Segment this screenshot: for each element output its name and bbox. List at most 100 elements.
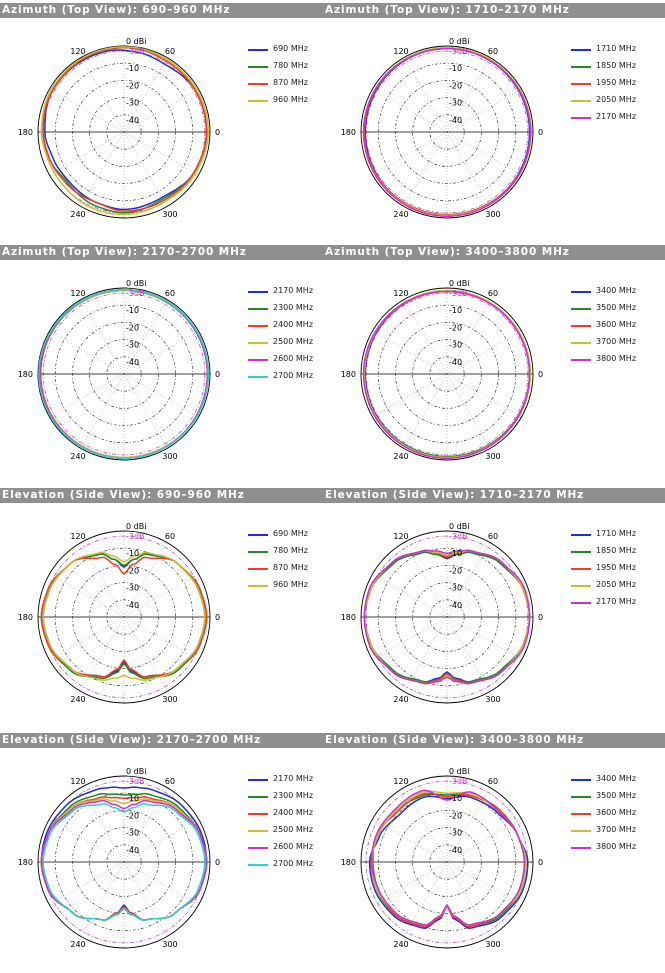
scale-label: -40 bbox=[449, 116, 462, 125]
legend-label: 3500 MHz bbox=[596, 791, 637, 800]
legend-label: 2500 MHz bbox=[273, 825, 314, 834]
grid-spoke bbox=[446, 616, 491, 692]
angle-label: 180 bbox=[341, 370, 356, 379]
series-line bbox=[42, 551, 206, 682]
legend-label: 2300 MHz bbox=[273, 303, 314, 312]
legend-label: 2700 MHz bbox=[273, 371, 314, 380]
chart-panel: Azimuth (Top View): 2170–2700 MHz -3dB 0 d… bbox=[0, 245, 330, 485]
legend-swatch bbox=[571, 779, 591, 781]
grid-spoke bbox=[123, 616, 168, 692]
grid-spoke bbox=[446, 373, 491, 449]
grid-spoke bbox=[403, 787, 448, 863]
legend-swatch bbox=[571, 49, 591, 51]
legend-label: 1710 MHz bbox=[596, 44, 637, 53]
grid-spoke bbox=[80, 542, 125, 618]
grid-spoke bbox=[123, 57, 168, 133]
grid-spoke bbox=[123, 616, 199, 661]
angle-label: 240 bbox=[70, 695, 85, 704]
grid-spoke bbox=[372, 88, 448, 133]
scale-label: -40 bbox=[126, 116, 139, 125]
legend-label: 870 MHz bbox=[273, 563, 308, 572]
legend-swatch bbox=[571, 830, 591, 832]
grid-spoke bbox=[123, 542, 168, 618]
grid-spoke bbox=[80, 861, 125, 937]
grid-spoke bbox=[123, 818, 199, 863]
scale-label: 0 dBi bbox=[126, 522, 146, 531]
legend-swatch bbox=[248, 551, 268, 553]
scale-label: -10 bbox=[449, 549, 462, 558]
scale-label: -30 bbox=[449, 99, 462, 108]
legend-swatch bbox=[248, 291, 268, 293]
legend-label: 2170 MHz bbox=[273, 774, 314, 783]
grid-spoke bbox=[123, 88, 199, 133]
legend-swatch bbox=[571, 534, 591, 536]
scale-label: -10 bbox=[126, 64, 139, 73]
scale-label: -40 bbox=[126, 846, 139, 855]
legend-label: 2500 MHz bbox=[273, 337, 314, 346]
legend-swatch bbox=[571, 100, 591, 102]
chart-panel: Elevation (Side View): 690–960 MHz -3dB 0 … bbox=[0, 488, 330, 728]
grid-spoke bbox=[49, 131, 125, 176]
angle-label: 0 bbox=[215, 858, 220, 867]
grid-spoke bbox=[49, 818, 125, 863]
chart-panel: Azimuth (Top View): 3400–3800 MHz -3dB 0 d… bbox=[323, 245, 665, 485]
legend-swatch bbox=[571, 117, 591, 119]
legend-label: 1850 MHz bbox=[596, 546, 637, 555]
grid-spoke bbox=[123, 373, 199, 418]
grid-spoke bbox=[403, 616, 448, 692]
legend-label: 2300 MHz bbox=[273, 791, 314, 800]
legend-label: 2050 MHz bbox=[596, 580, 637, 589]
grid-spoke bbox=[446, 787, 491, 863]
angle-label: 300 bbox=[162, 695, 177, 704]
legend-label: 3600 MHz bbox=[596, 320, 637, 329]
legend-swatch bbox=[248, 864, 268, 866]
scale-label: -3dB bbox=[449, 532, 468, 541]
angle-label: 240 bbox=[393, 940, 408, 949]
legend-swatch bbox=[571, 83, 591, 85]
scale-label: -10 bbox=[126, 549, 139, 558]
grid-spoke bbox=[446, 542, 491, 618]
angle-label: 60 bbox=[488, 47, 498, 56]
grid-spoke bbox=[446, 861, 522, 906]
legend-swatch bbox=[571, 308, 591, 310]
legend-label: 3700 MHz bbox=[596, 337, 637, 346]
chart-title: Azimuth (Top View): 1710–2170 MHz bbox=[323, 3, 665, 18]
grid-spoke bbox=[49, 88, 125, 133]
grid-spoke bbox=[403, 861, 448, 937]
legend-label: 2050 MHz bbox=[596, 95, 637, 104]
legend-swatch bbox=[571, 551, 591, 553]
scale-label: -3dB bbox=[126, 289, 145, 298]
legend-label: 2600 MHz bbox=[273, 354, 314, 363]
angle-label: 0 bbox=[538, 858, 543, 867]
angle-label: 180 bbox=[18, 613, 33, 622]
chart-panel: Azimuth (Top View): 690–960 MHz -3dB 0 dBi… bbox=[0, 3, 330, 243]
grid-spoke bbox=[49, 373, 125, 418]
chart-panel: Elevation (Side View): 3400–3800 MHz -3dB… bbox=[323, 733, 665, 973]
angle-label: 180 bbox=[341, 128, 356, 137]
angle-label: 300 bbox=[485, 695, 500, 704]
angle-label: 0 bbox=[215, 370, 220, 379]
grid-spoke bbox=[123, 330, 199, 375]
chart-title: Azimuth (Top View): 690–960 MHz bbox=[0, 3, 330, 18]
scale-label: -20 bbox=[126, 323, 139, 332]
scale-label: 0 dBi bbox=[449, 522, 469, 531]
series-line bbox=[368, 795, 529, 930]
angle-label: 180 bbox=[341, 613, 356, 622]
scale-label: -10 bbox=[449, 306, 462, 315]
scale-label: -20 bbox=[449, 566, 462, 575]
grid-spoke bbox=[123, 573, 199, 618]
legend-label: 780 MHz bbox=[273, 61, 308, 70]
legend-label: 1710 MHz bbox=[596, 529, 637, 538]
grid-spoke bbox=[123, 131, 199, 176]
grid-spoke bbox=[123, 787, 168, 863]
scale-label: -30 bbox=[126, 584, 139, 593]
legend-swatch bbox=[571, 602, 591, 604]
angle-label: 180 bbox=[18, 128, 33, 137]
chart-title: Azimuth (Top View): 2170–2700 MHz bbox=[0, 245, 330, 260]
series-line bbox=[40, 46, 210, 216]
scale-label: -20 bbox=[449, 81, 462, 90]
angle-label: 60 bbox=[165, 777, 175, 786]
angle-label: 240 bbox=[70, 452, 85, 461]
